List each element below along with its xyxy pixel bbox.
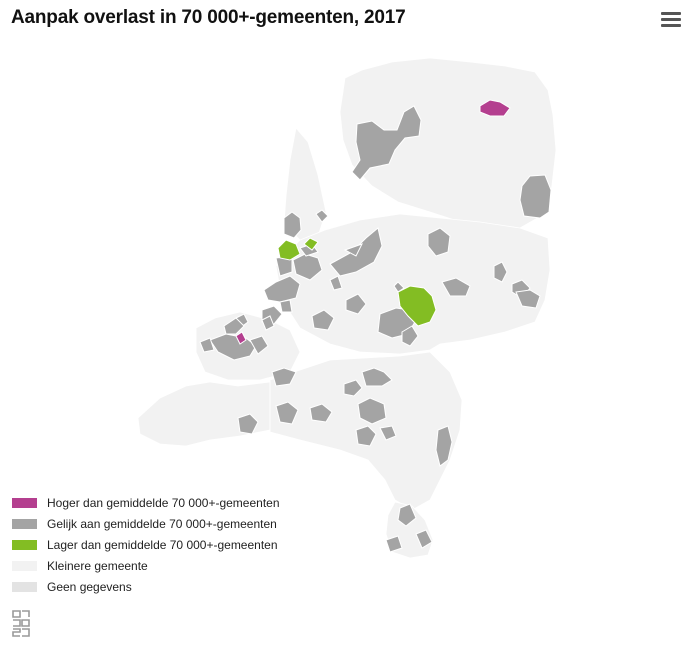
municipality-amersfoort (345, 293, 367, 315)
legend-item-nodata[interactable]: Geen gegevens (12, 576, 280, 597)
municipality-schiedam (235, 331, 247, 345)
legend-label-lower: Lager dan gemiddelde 70 000+-gemeenten (47, 537, 278, 552)
municipality-sbosch (357, 397, 387, 425)
municipality-purmerend (303, 237, 319, 251)
municipality-emmen (519, 174, 552, 219)
municipality-leiden (263, 275, 301, 303)
legend-swatch-higher (12, 497, 37, 508)
municipality-heerlen-n (393, 281, 405, 293)
municipality-utrecht (311, 309, 335, 331)
legend-label-equal: Gelijk aan gemiddelde 70 000+-gemeenten (47, 516, 277, 531)
cbs-logo (12, 610, 30, 637)
legend-item-higher[interactable]: Hoger dan gemiddelde 70 000+-gemeenten (12, 492, 280, 513)
hamburger-menu-icon[interactable] (661, 12, 681, 30)
municipality-arnhem (401, 325, 419, 347)
municipality-zwolle (427, 227, 451, 257)
map-lower-municipalities (277, 237, 437, 327)
municipality-sittard (397, 503, 417, 527)
municipality-nijmegen (361, 367, 393, 387)
municipality-denhaag (223, 317, 245, 335)
municipality-enschede (515, 289, 541, 309)
legend-swatch-equal (12, 518, 37, 529)
legend-swatch-lower (12, 539, 37, 550)
legend-item-small[interactable]: Kleinere gemeente (12, 555, 280, 576)
municipality-roosendaal (237, 413, 259, 435)
municipality-alphen (279, 299, 293, 313)
legend-label-higher: Hoger dan gemiddelde 70 000+-gemeenten (47, 495, 280, 510)
legend-item-lower[interactable]: Lager dan gemiddelde 70 000+-gemeenten (12, 534, 280, 555)
municipality-nw1 (283, 211, 302, 239)
map-higher-municipalities (235, 99, 511, 345)
legend-item-equal[interactable]: Gelijk aan gemiddelde 70 000+-gemeenten (12, 513, 280, 534)
municipality-alkmaar (277, 239, 301, 261)
municipality-dordrecht (249, 335, 269, 355)
municipality-deventer (441, 277, 471, 297)
municipality-nw2 (315, 209, 329, 223)
municipality-venlo (435, 425, 453, 467)
municipality-breda (275, 401, 299, 425)
municipality-oss (343, 379, 363, 397)
municipality-tilburg (309, 403, 333, 423)
municipality-groningen (479, 99, 511, 117)
map-equal-municipalities (199, 105, 552, 553)
municipality-hilversum (329, 275, 343, 291)
municipality-heerlen (415, 529, 433, 549)
municipality-almelo (493, 261, 508, 283)
region-center (275, 213, 551, 355)
municipality-dordrecht-s (271, 367, 297, 387)
municipality-gouda (261, 315, 275, 331)
legend-swatch-small (12, 560, 37, 571)
municipality-hoorn-area (343, 243, 364, 257)
municipality-westland (199, 337, 215, 353)
municipality-apeldoorn (397, 285, 437, 327)
legend-label-nodata: Geen gegevens (47, 579, 132, 594)
legend: Hoger dan gemiddelde 70 000+-gemeenten G… (12, 492, 280, 597)
legend-label-small: Kleinere gemeente (47, 558, 148, 573)
municipality-leeuwarden (351, 105, 422, 181)
municipality-helmond (379, 425, 397, 441)
map-base-smaller-municipalities (137, 57, 557, 559)
legend-swatch-nodata (12, 581, 37, 592)
page-title: Aanpak overlast in 70 000+-gemeenten, 20… (11, 7, 406, 28)
municipality-maastricht (385, 535, 403, 553)
municipality-eindhoven (355, 425, 377, 447)
